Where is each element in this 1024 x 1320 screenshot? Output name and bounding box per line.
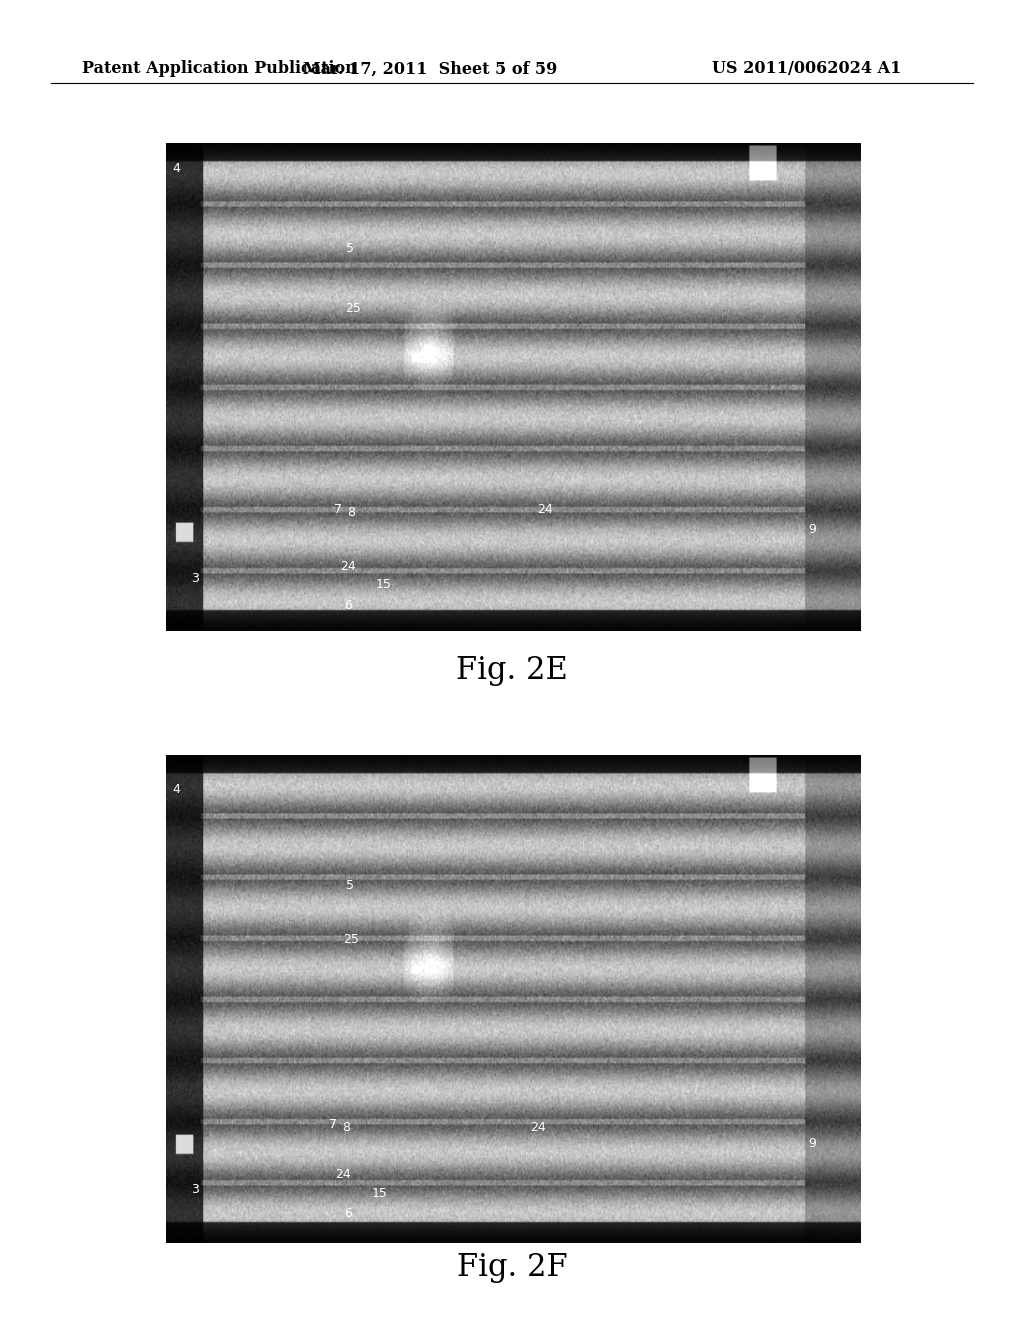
Text: 15: 15 — [376, 578, 392, 591]
Text: 25: 25 — [345, 302, 361, 315]
Text: Patent Application Publication: Patent Application Publication — [82, 61, 356, 77]
Text: 3: 3 — [190, 572, 199, 585]
Text: 9: 9 — [808, 1137, 816, 1150]
Text: 6: 6 — [344, 1206, 352, 1220]
Text: 24: 24 — [335, 1168, 351, 1181]
Text: 6: 6 — [344, 599, 352, 612]
Text: 8: 8 — [347, 506, 355, 519]
Text: 24: 24 — [340, 560, 356, 573]
Text: Mar. 17, 2011  Sheet 5 of 59: Mar. 17, 2011 Sheet 5 of 59 — [303, 61, 557, 77]
Text: 7: 7 — [334, 503, 342, 516]
Text: 5: 5 — [346, 242, 354, 255]
Text: 4: 4 — [172, 783, 180, 796]
Text: 3: 3 — [190, 1183, 199, 1196]
Text: 25: 25 — [343, 933, 359, 946]
Text: 5: 5 — [346, 879, 354, 892]
Text: 24: 24 — [529, 1121, 546, 1134]
Text: 8: 8 — [342, 1121, 350, 1134]
Text: Fig. 2E: Fig. 2E — [456, 655, 568, 686]
Text: US 2011/0062024 A1: US 2011/0062024 A1 — [712, 61, 901, 77]
Text: 15: 15 — [372, 1187, 388, 1200]
Text: 24: 24 — [537, 503, 553, 516]
Text: Fig. 2F: Fig. 2F — [457, 1251, 567, 1283]
Text: 7: 7 — [329, 1118, 337, 1131]
Text: 9: 9 — [808, 523, 816, 536]
Text: 4: 4 — [172, 162, 180, 176]
